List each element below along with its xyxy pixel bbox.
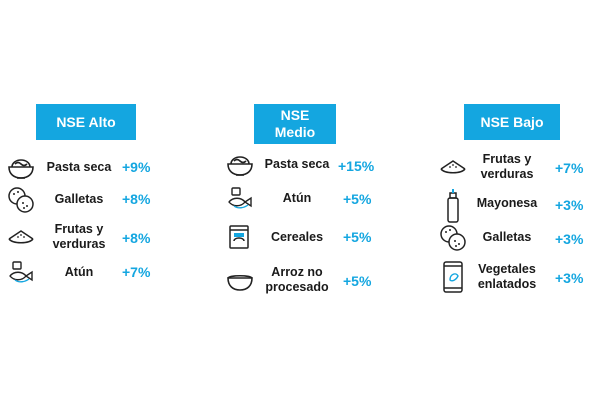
item-label: Galletas	[54, 192, 104, 206]
list-item: Mayonesa +3%	[438, 188, 598, 224]
list-item: Frutas y verduras +7%	[438, 152, 598, 182]
empty-bowl-icon	[225, 265, 255, 295]
item-value: +3%	[555, 270, 584, 286]
list-item: Galletas +8%	[6, 185, 196, 215]
item-value: +3%	[555, 231, 584, 247]
item-value: +5%	[343, 273, 372, 289]
column-title: NSE Alto	[36, 104, 136, 140]
item-value: +8%	[122, 230, 151, 246]
item-value: +7%	[555, 160, 584, 176]
item-value: +15%	[338, 158, 375, 174]
list-item: Arroz no procesado +5%	[225, 265, 395, 295]
watermelon-slice-icon	[6, 222, 36, 252]
list-item: Galletas +3%	[438, 223, 598, 253]
tuna-fish-icon	[6, 258, 36, 288]
item-value: +3%	[555, 197, 584, 213]
list-item: Atún +5%	[225, 184, 395, 214]
column-title: NSE Medio	[254, 104, 336, 144]
item-label: Vegetales enlatados	[477, 262, 537, 291]
canned-vegetables-icon	[438, 260, 468, 294]
tuna-fish-icon	[225, 184, 255, 214]
item-label: Atún	[282, 191, 312, 205]
list-item: Pasta seca +15%	[225, 150, 395, 180]
list-item: Frutas y verduras +8%	[6, 222, 196, 252]
item-value: +8%	[122, 191, 151, 207]
list-item: Pasta seca +9%	[6, 153, 196, 183]
item-value: +5%	[343, 229, 372, 245]
watermelon-slice-icon	[438, 152, 468, 182]
item-label: Galletas	[482, 230, 532, 244]
item-value: +7%	[122, 264, 151, 280]
column-nse-medio: NSE Medio Pasta seca +15% Atún +5% Cerea…	[220, 0, 390, 400]
item-label: Atún	[64, 265, 94, 279]
cookies-icon	[6, 185, 36, 215]
item-label: Frutas y verduras	[52, 222, 106, 251]
list-item: Atún +7%	[6, 258, 196, 288]
item-label: Frutas y verduras	[480, 152, 534, 181]
item-label: Pasta seca	[264, 157, 330, 171]
item-label: Cereales	[270, 230, 324, 244]
column-nse-alto: NSE Alto Pasta seca +9% Galletas +8% Fru…	[0, 0, 200, 400]
list-item: Vegetales enlatados +3%	[438, 260, 598, 294]
item-label: Arroz no procesado	[265, 265, 329, 294]
list-item: Cereales +5%	[225, 222, 395, 252]
cookies-icon	[438, 223, 468, 253]
item-label: Pasta seca	[46, 160, 112, 174]
bowl-noodles-icon	[6, 153, 36, 183]
mayonnaise-bottle-icon	[438, 188, 468, 224]
item-value: +9%	[122, 159, 151, 175]
column-nse-bajo: NSE Bajo Frutas y verduras +7% Mayonesa …	[420, 0, 600, 400]
bowl-noodles-icon	[225, 150, 255, 180]
cereal-box-icon	[225, 222, 255, 252]
column-title: NSE Bajo	[464, 104, 560, 140]
item-value: +5%	[343, 191, 372, 207]
item-label: Mayonesa	[476, 196, 538, 210]
